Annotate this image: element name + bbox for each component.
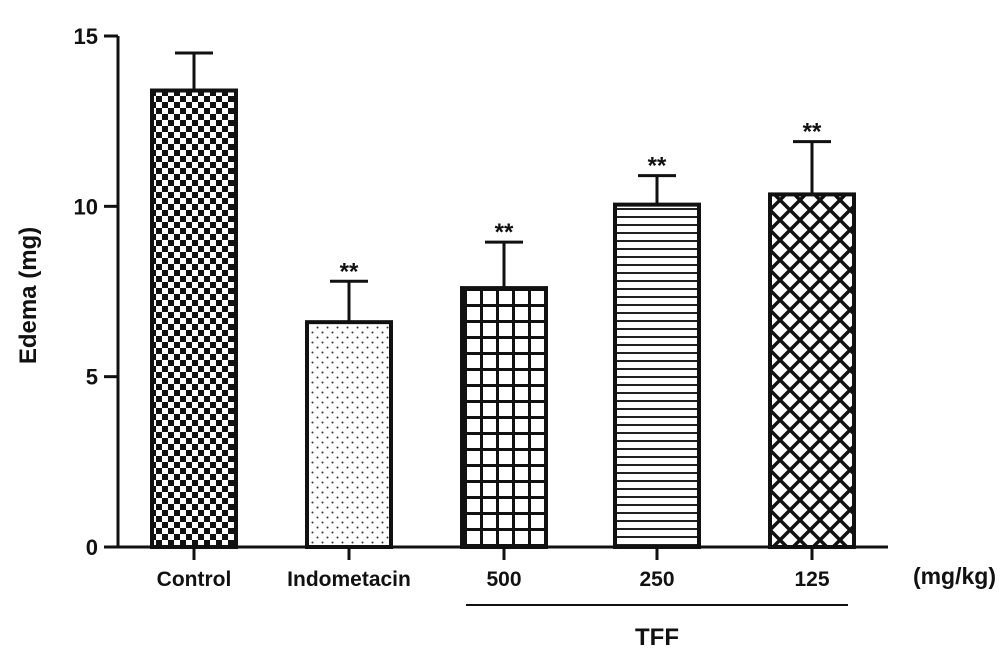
bar-125 [768,192,856,549]
group-label: TFF [635,624,679,651]
bar-control [150,88,238,550]
y-tick-label: 0 [86,535,98,560]
significance-label: ** [495,219,514,246]
bar-250 [613,202,701,549]
x-tick-label: Control [157,568,232,591]
y-tick-label: 10 [74,194,98,219]
y-tick-label: 15 [74,24,98,49]
x-tick-label: 500 [486,568,521,591]
x-tick-label: Indometacin [287,568,411,591]
x-tick-label: 250 [639,568,674,591]
bar-500 [460,286,548,549]
significance-label: ** [340,258,359,285]
x-tick-label: 125 [794,568,829,591]
significance-label: ** [648,153,667,180]
y-axis-label: Edema (mg) [15,227,42,364]
significance-label: ** [803,119,822,146]
bar-indometacin [305,320,393,549]
unit-label: (mg/kg) [913,563,996,589]
y-tick-label: 5 [86,365,98,390]
